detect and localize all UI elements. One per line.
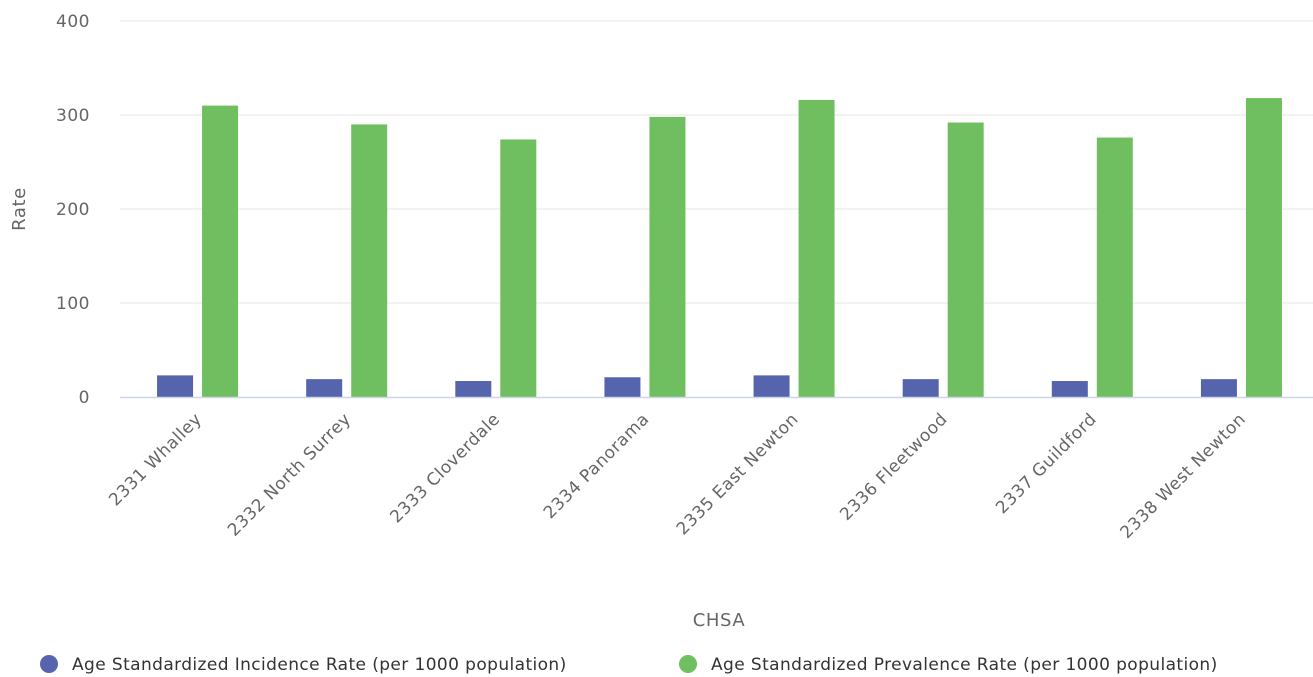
bar-prevalence [1245, 98, 1282, 397]
x-tick-label: 2335 East Newton [673, 409, 803, 539]
bar-prevalence [351, 124, 388, 398]
legend-marker-incidence [40, 655, 58, 673]
bar-incidence [1051, 381, 1088, 397]
legend-item-prevalence[interactable]: Age Standardized Prevalence Rate (per 10… [679, 655, 1218, 675]
legend-item-incidence[interactable]: Age Standardized Incidence Rate (per 100… [40, 655, 567, 675]
bar-incidence [455, 381, 492, 397]
x-tick-label: 2332 North Surrey [224, 409, 355, 540]
bar-incidence [604, 377, 641, 397]
x-tick-label: 2336 Fleetwood [836, 409, 951, 524]
legend: Age Standardized Incidence Rate (per 100… [40, 655, 1218, 675]
bar-prevalence [202, 105, 239, 397]
y-tick-label: 400 [56, 12, 90, 32]
bars [157, 98, 1282, 398]
bar-prevalence [649, 116, 686, 397]
bar-prevalence [1096, 137, 1133, 397]
x-tick-label: 2337 Guildford [992, 409, 1101, 518]
bar-prevalence [500, 139, 537, 397]
legend-label-incidence: Age Standardized Incidence Rate (per 100… [72, 655, 567, 675]
x-tick-label: 2338 West Newton [1116, 409, 1249, 542]
y-axis-ticks: 0 100 200 300 400 [56, 12, 90, 408]
bar-incidence [902, 379, 939, 397]
bar-prevalence [798, 99, 835, 398]
y-tick-label: 300 [56, 106, 90, 126]
legend-label-prevalence: Age Standardized Prevalence Rate (per 10… [711, 655, 1218, 675]
y-tick-label: 100 [56, 294, 90, 314]
bar-prevalence [947, 122, 984, 398]
legend-marker-prevalence [679, 655, 697, 673]
gridlines [120, 20, 1313, 304]
bar-incidence [753, 375, 790, 397]
x-tick-label: 2333 Cloverdale [386, 409, 504, 527]
y-tick-label: 200 [56, 200, 90, 220]
x-axis-ticks: 2331 Whalley 2332 North Surrey 2333 Clover… [105, 409, 1250, 542]
y-tick-label: 0 [79, 388, 90, 408]
x-axis-title: CHSA [693, 610, 746, 631]
x-tick-label: 2334 Panorama [540, 409, 654, 523]
x-tick-label: 2331 Whalley [105, 409, 206, 510]
bar-incidence [157, 375, 194, 397]
y-axis-title: Rate [9, 187, 30, 231]
bar-incidence [1200, 379, 1237, 397]
bar-incidence [306, 379, 343, 397]
